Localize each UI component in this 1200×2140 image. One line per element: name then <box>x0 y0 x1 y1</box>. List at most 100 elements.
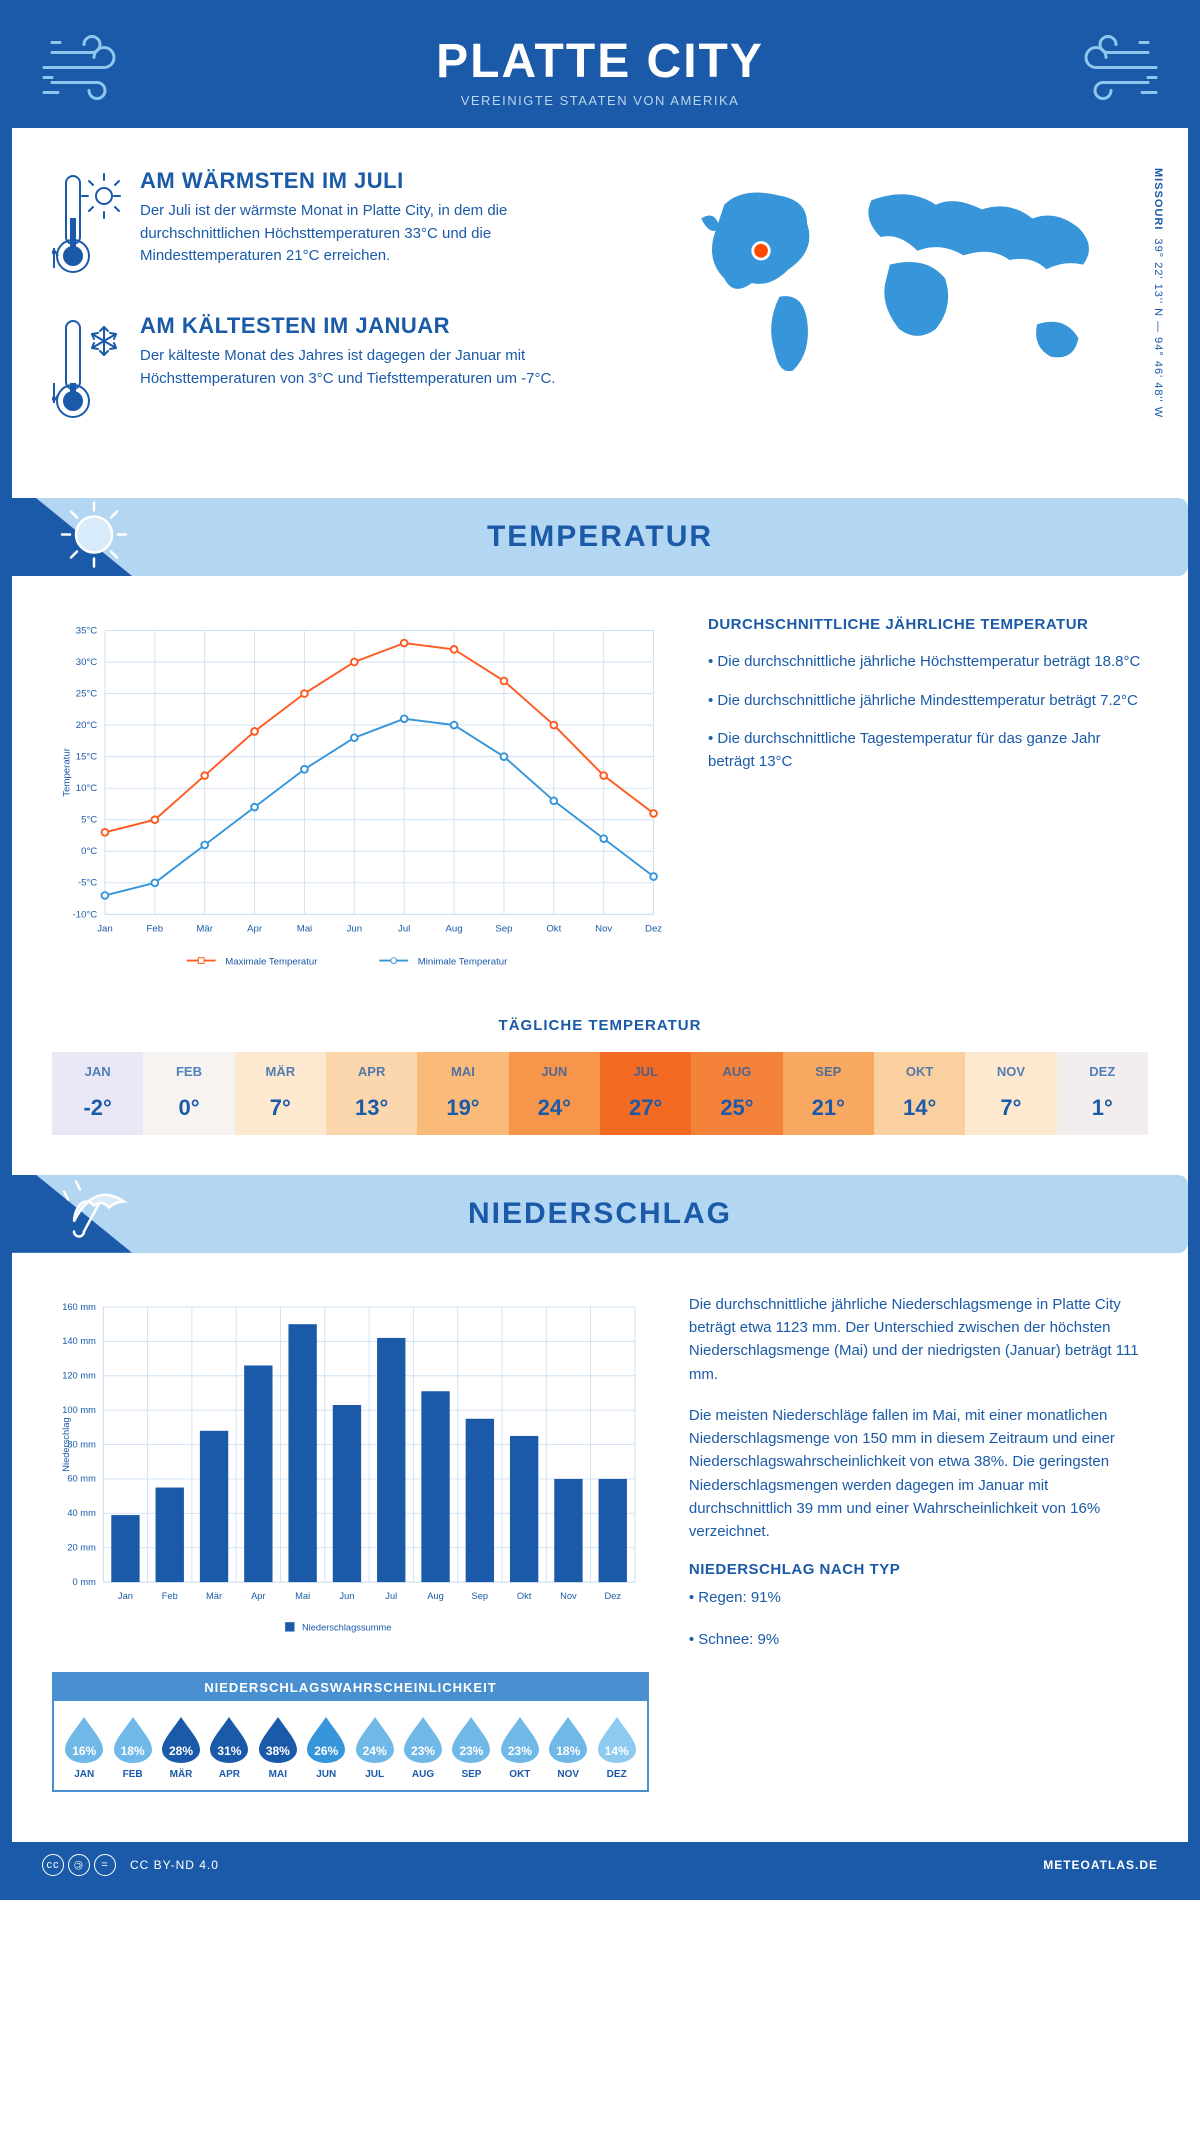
svg-text:Sep: Sep <box>495 924 512 935</box>
precipitation-drop: 38% MAI <box>254 1715 302 1780</box>
svg-text:Jan: Jan <box>118 1591 133 1601</box>
svg-text:40 mm: 40 mm <box>67 1508 96 1518</box>
daily-temp-cell: JUN24° <box>509 1052 600 1135</box>
daily-temp-cell: MAI19° <box>417 1052 508 1135</box>
coordinates-label: MISSOURI 39° 22' 13'' N — 94° 46' 48'' W <box>1152 168 1164 418</box>
precipitation-probability-box: NIEDERSCHLAGSWAHRSCHEINLICHKEIT 16% JAN … <box>52 1672 649 1792</box>
svg-text:Dez: Dez <box>604 1591 621 1601</box>
precipitation-heading: NIEDERSCHLAG <box>12 1197 1188 1231</box>
page-footer: cc🄯= CC BY-ND 4.0 METEOATLAS.DE <box>12 1842 1188 1888</box>
svg-text:60 mm: 60 mm <box>67 1473 96 1483</box>
coldest-text: Der kälteste Monat des Jahres ist dagege… <box>140 345 600 390</box>
svg-text:15°C: 15°C <box>76 752 98 763</box>
svg-text:Nov: Nov <box>560 1591 577 1601</box>
svg-text:Niederschlag: Niederschlag <box>61 1417 71 1471</box>
temp-bullet: • Die durchschnittliche jährliche Höchst… <box>708 651 1148 674</box>
probability-heading: NIEDERSCHLAGSWAHRSCHEINLICHKEIT <box>54 1674 647 1701</box>
svg-text:Mai: Mai <box>297 924 312 935</box>
precipitation-drop: 23% OKT <box>496 1715 544 1780</box>
svg-text:0 mm: 0 mm <box>73 1577 97 1587</box>
wind-icon <box>1058 28 1158 113</box>
precipitation-drop: 18% NOV <box>544 1715 592 1780</box>
daily-temp-cell: AUG25° <box>691 1052 782 1135</box>
temperature-section-header: TEMPERATUR <box>12 498 1188 576</box>
precipitation-drop: 18% FEB <box>108 1715 156 1780</box>
wind-icon <box>42 28 142 113</box>
thermometer-cold-icon <box>52 313 122 428</box>
daily-temp-cell: OKT14° <box>874 1052 965 1135</box>
svg-text:Dez: Dez <box>645 924 662 935</box>
warmest-title: AM WÄRMSTEN IM JULI <box>140 168 600 194</box>
daily-temp-cell: NOV7° <box>965 1052 1056 1135</box>
svg-text:Jan: Jan <box>97 924 113 935</box>
temp-bullet: • Die durchschnittliche Tagestemperatur … <box>708 728 1148 773</box>
cc-license-icons: cc🄯= <box>42 1854 116 1876</box>
svg-text:0°C: 0°C <box>81 846 97 857</box>
svg-text:140 mm: 140 mm <box>62 1336 96 1346</box>
svg-text:25°C: 25°C <box>76 688 98 699</box>
svg-text:Maximale Temperatur: Maximale Temperatur <box>225 956 318 967</box>
page-header: PLATTE CITY VEREINIGTE STAATEN VON AMERI… <box>12 12 1188 128</box>
daily-temp-cell: JAN-2° <box>52 1052 143 1135</box>
svg-text:20 mm: 20 mm <box>67 1542 96 1552</box>
country-subtitle: VEREINIGTE STAATEN VON AMERIKA <box>12 93 1188 108</box>
world-map <box>650 168 1148 398</box>
sun-icon <box>54 498 134 576</box>
daily-temp-heading: TÄGLICHE TEMPERATUR <box>52 1017 1148 1034</box>
svg-text:100 mm: 100 mm <box>62 1405 96 1415</box>
prec-type: • Schnee: 9% <box>689 1628 1148 1651</box>
svg-text:Jun: Jun <box>347 924 363 935</box>
daily-temp-cell: SEP21° <box>783 1052 874 1135</box>
precipitation-drop: 23% AUG <box>399 1715 447 1780</box>
coldest-title: AM KÄLTESTEN IM JANUAR <box>140 313 600 339</box>
temperature-content: -10°C-5°C0°C5°C10°C15°C20°C25°C30°C35°CJ… <box>52 576 1148 997</box>
precipitation-drop: 26% JUN <box>302 1715 350 1780</box>
site-label[interactable]: METEOATLAS.DE <box>1043 1858 1158 1872</box>
daily-temp-cell: JUL27° <box>600 1052 691 1135</box>
svg-text:Okt: Okt <box>517 1591 532 1601</box>
svg-text:Minimale Temperatur: Minimale Temperatur <box>418 956 508 967</box>
precipitation-bar-chart: 0 mm20 mm40 mm60 mm80 mm100 mm120 mm140 … <box>52 1293 649 1647</box>
svg-text:Apr: Apr <box>247 924 263 935</box>
svg-text:Sep: Sep <box>472 1591 489 1601</box>
precipitation-content: 0 mm20 mm40 mm60 mm80 mm100 mm120 mm140 … <box>52 1253 1148 1812</box>
daily-temp-cell: APR13° <box>326 1052 417 1135</box>
svg-text:Okt: Okt <box>546 924 561 935</box>
city-title: PLATTE CITY <box>12 34 1188 89</box>
svg-text:-5°C: -5°C <box>78 878 97 889</box>
precipitation-drop: 28% MÄR <box>157 1715 205 1780</box>
daily-temp-cell: FEB0° <box>143 1052 234 1135</box>
precipitation-section-header: NIEDERSCHLAG <box>12 1175 1188 1253</box>
intro-section: AM WÄRMSTEN IM JULI Der Juli ist der wär… <box>52 128 1148 488</box>
svg-text:Aug: Aug <box>427 1591 444 1601</box>
warmest-block: AM WÄRMSTEN IM JULI Der Juli ist der wär… <box>52 168 600 283</box>
umbrella-icon <box>54 1175 134 1253</box>
temp-bullet: • Die durchschnittliche jährliche Mindes… <box>708 690 1148 713</box>
precipitation-drop: 31% APR <box>205 1715 253 1780</box>
svg-text:Niederschlagssumme: Niederschlagssumme <box>302 1622 392 1632</box>
svg-text:20°C: 20°C <box>76 720 98 731</box>
avg-temp-heading: DURCHSCHNITTLICHE JÄHRLICHE TEMPERATUR <box>708 616 1148 633</box>
svg-text:Jul: Jul <box>398 924 410 935</box>
svg-text:30°C: 30°C <box>76 657 98 668</box>
svg-text:Feb: Feb <box>162 1591 178 1601</box>
thermometer-hot-icon <box>52 168 122 283</box>
warmest-text: Der Juli ist der wärmste Monat in Platte… <box>140 200 600 268</box>
daily-temp-cell: DEZ1° <box>1057 1052 1148 1135</box>
svg-text:160 mm: 160 mm <box>62 1302 96 1312</box>
precipitation-drop: 24% JUL <box>350 1715 398 1780</box>
coldest-block: AM KÄLTESTEN IM JANUAR Der kälteste Mona… <box>52 313 600 428</box>
svg-text:Aug: Aug <box>446 924 463 935</box>
precipitation-drop: 14% DEZ <box>592 1715 640 1780</box>
svg-text:5°C: 5°C <box>81 815 97 826</box>
daily-temperature-table: JAN-2°FEB0°MÄR7°APR13°MAI19°JUN24°JUL27°… <box>52 1052 1148 1135</box>
svg-text:Feb: Feb <box>147 924 164 935</box>
prec-paragraph: Die durchschnittliche jährliche Niedersc… <box>689 1293 1148 1386</box>
prec-type-heading: NIEDERSCHLAG NACH TYP <box>689 1561 1148 1578</box>
svg-text:Mär: Mär <box>196 924 213 935</box>
svg-text:Jun: Jun <box>339 1591 354 1601</box>
svg-text:Nov: Nov <box>595 924 612 935</box>
svg-text:Mär: Mär <box>206 1591 222 1601</box>
temperature-line-chart: -10°C-5°C0°C5°C10°C15°C20°C25°C30°C35°CJ… <box>52 616 668 982</box>
temperature-heading: TEMPERATUR <box>12 520 1188 554</box>
